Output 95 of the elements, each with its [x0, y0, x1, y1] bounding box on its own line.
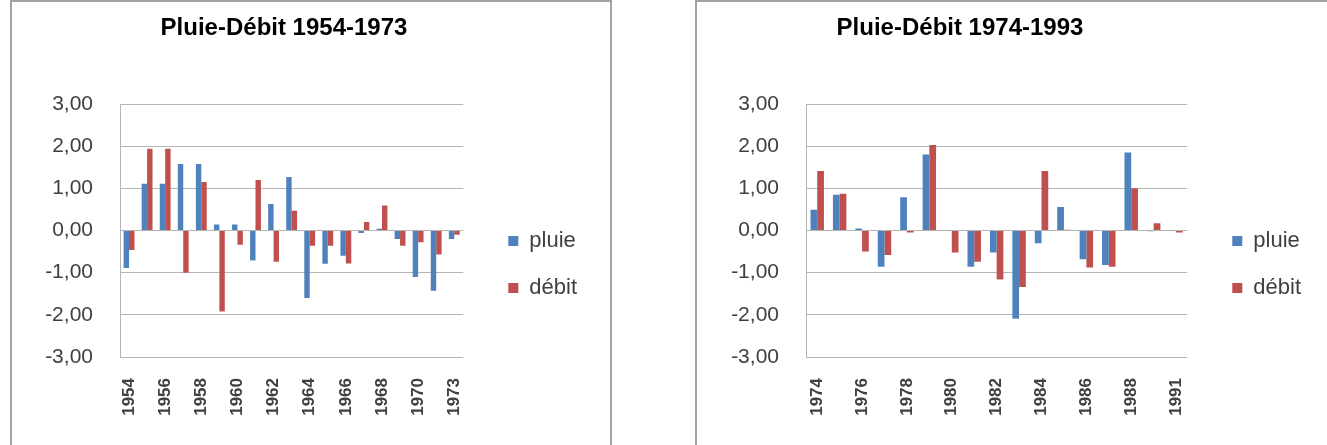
x-tick-label: 1966: [335, 378, 355, 416]
bar: [1019, 231, 1026, 287]
x-tick-label: 1973: [443, 378, 463, 416]
bar: [989, 231, 997, 253]
y-tick-label: -1,00: [45, 259, 93, 283]
x-tick-label: 1956: [154, 378, 174, 416]
bar: [974, 231, 981, 262]
bar: [327, 231, 334, 246]
x-tick-label: 1958: [190, 378, 210, 416]
x-tick-label: 1974: [806, 377, 826, 416]
bar: [358, 231, 364, 234]
bar: [832, 194, 840, 230]
bar: [1057, 206, 1064, 230]
x-tick-label: 1982: [986, 378, 1006, 416]
bar: [291, 210, 298, 230]
y-tick-label: 2,00: [52, 132, 93, 156]
bar: [219, 231, 225, 312]
x-tick-label: 1960: [227, 378, 247, 416]
x-tick-label: 1978: [896, 378, 916, 416]
bar: [286, 176, 292, 230]
chart-title: Pluie-Débit 1954-1973: [160, 12, 408, 40]
bar: [147, 148, 153, 230]
y-tick-label: 3,00: [738, 90, 779, 114]
y-tick-label: 3,00: [52, 90, 93, 114]
bar: [183, 231, 189, 273]
y-tick-label: -1,00: [731, 259, 779, 283]
bar: [309, 231, 316, 246]
x-tick-label: 1991: [1165, 378, 1185, 416]
bar: [129, 231, 135, 250]
bar: [159, 183, 166, 230]
bar: [304, 231, 310, 298]
bar: [430, 231, 437, 291]
bar: [255, 179, 261, 230]
bar: [250, 231, 256, 261]
bar: [195, 163, 202, 230]
bar: [454, 231, 460, 235]
bar: [345, 231, 352, 264]
bar: [237, 231, 243, 245]
bar: [951, 231, 959, 253]
legend-label: débit: [1253, 274, 1302, 300]
legend-label: débit: [529, 274, 578, 300]
x-tick-label: 1954: [118, 377, 138, 416]
legend-label: pluie: [1253, 227, 1300, 253]
x-tick-label: 1962: [263, 378, 283, 416]
bar: [1086, 231, 1094, 268]
x-tick-label: 1964: [299, 377, 319, 416]
bar: [1124, 152, 1132, 230]
bar: [929, 144, 937, 230]
y-tick-label: -3,00: [731, 343, 779, 367]
bar: [810, 209, 818, 230]
bar: [381, 205, 388, 230]
bar: [1102, 231, 1109, 266]
y-tick-label: -2,00: [731, 301, 779, 325]
x-tick-label: 1968: [371, 378, 391, 416]
x-tick-label: 1984: [1031, 377, 1051, 416]
bar: [363, 222, 370, 230]
bar: [1131, 188, 1138, 230]
bar: [394, 231, 401, 239]
y-tick-label: -3,00: [45, 343, 93, 367]
y-tick-label: 2,00: [738, 132, 779, 156]
x-tick-label: 1988: [1120, 378, 1140, 416]
y-tick-label: -2,00: [45, 301, 93, 325]
y-tick-label: 0,00: [738, 217, 779, 241]
bar: [412, 231, 419, 277]
bar: [1034, 231, 1042, 244]
bar: [165, 148, 171, 230]
bar: [141, 183, 148, 230]
bar: [322, 231, 328, 264]
bar: [436, 231, 442, 255]
x-tick-label: 1986: [1076, 378, 1096, 416]
bar: [1153, 223, 1161, 230]
bar: [400, 231, 406, 246]
bar: [967, 231, 975, 267]
bar: [877, 231, 885, 267]
bar: [817, 171, 824, 230]
bar: [862, 231, 869, 252]
y-tick-label: 1,00: [738, 175, 779, 199]
bar: [201, 182, 207, 230]
bar: [273, 231, 279, 262]
bar: [123, 231, 130, 269]
bar: [340, 231, 346, 256]
y-tick-label: 1,00: [52, 175, 93, 199]
bar: [418, 231, 424, 243]
y-tick-label: 0,00: [52, 217, 93, 241]
chart-title: Pluie-Débit 1974-1993: [836, 12, 1084, 40]
x-tick-label: 1976: [851, 378, 871, 416]
bar: [900, 197, 907, 230]
legend-label: pluie: [529, 227, 576, 253]
x-tick-label: 1970: [407, 378, 427, 416]
bar: [268, 203, 274, 230]
bar: [1108, 231, 1116, 267]
x-tick-label: 1980: [941, 378, 961, 416]
bar: [448, 231, 455, 239]
bar: [1012, 231, 1020, 319]
bar: [177, 163, 184, 230]
